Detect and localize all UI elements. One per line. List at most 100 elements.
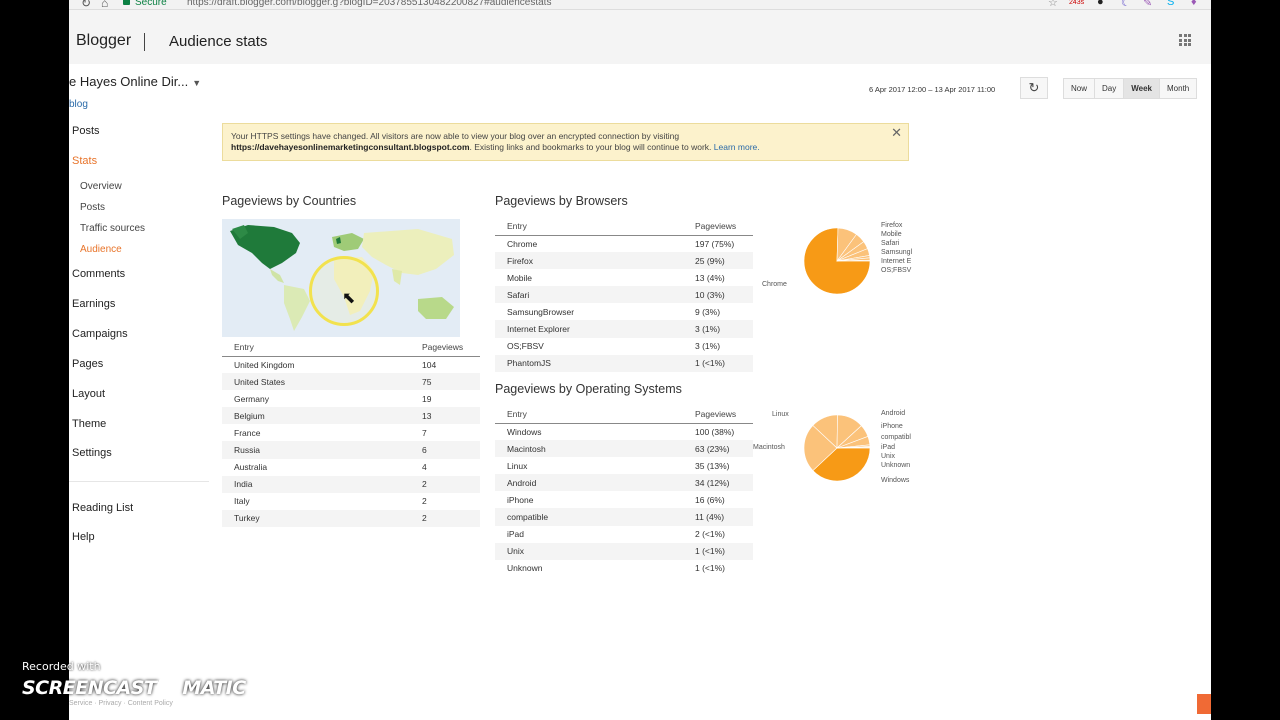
sidebar-item-pages[interactable]: Pages	[72, 358, 104, 370]
browsers-table: Entry Pageviews Chrome 197 (75%) Firefox 25…	[495, 218, 753, 372]
cell-pageviews: 63 (23%)	[683, 440, 753, 458]
countries-title: Pageviews by Countries	[222, 194, 357, 208]
cell-entry: Australia	[234, 462, 268, 473]
extension-icon[interactable]: ●	[1097, 0, 1104, 8]
cell-entry: Safari	[495, 286, 683, 304]
column-header-pageviews: Pageviews	[683, 406, 753, 424]
cell-entry: OS;FBSV	[507, 341, 544, 352]
map-north-america	[230, 225, 300, 269]
sidebar-item-earnings[interactable]: Earnings	[72, 298, 116, 310]
os-pie-label: Macintosh	[753, 444, 785, 451]
cell-entry: Italy	[234, 496, 250, 507]
cell-entry: PhantomJS	[495, 354, 683, 372]
cell-pageviews: 2	[410, 509, 480, 527]
table-row: SamsungBrowser 9 (3%)	[495, 303, 753, 320]
range-day-button[interactable]: Day	[1095, 79, 1125, 98]
cell-pageviews: 9 (3%)	[695, 306, 721, 317]
map-asia	[362, 229, 454, 275]
page-title: Audience stats	[169, 33, 268, 50]
https-notice: Your HTTPS settings have changed. All vi…	[222, 123, 909, 161]
table-row: India 2	[222, 475, 480, 493]
table-row: Australia 4	[222, 459, 480, 476]
column-header-entry: Entry	[495, 218, 683, 236]
browsers-title: Pageviews by Browsers	[495, 194, 628, 208]
cell-pageviews: 104	[422, 359, 437, 370]
range-week-button[interactable]: Week	[1124, 79, 1161, 98]
cell-entry: United States	[222, 373, 410, 391]
table-row: Belgium 13	[222, 407, 480, 425]
pie-slice	[836, 446, 871, 449]
skype-icon[interactable]: S	[1167, 0, 1175, 8]
extension-icon[interactable]: ☾	[1121, 0, 1131, 9]
footer-links[interactable]: Service · Privacy · Content Policy	[69, 700, 173, 707]
cell-entry: Internet Explorer	[495, 320, 683, 338]
sidebar-item-overview[interactable]: Overview	[80, 181, 122, 192]
extension-icon[interactable]: ♦	[1191, 0, 1197, 8]
cell-entry: Unknown	[507, 563, 543, 574]
sidebar-item-campaigns[interactable]: Campaigns	[72, 328, 128, 340]
cell-pageviews: 2 (<1%)	[695, 529, 725, 540]
blog-selector[interactable]: e Hayes Online Dir... ▼	[69, 74, 201, 89]
sidebar-item-traffic-sources[interactable]: Traffic sources	[80, 223, 146, 234]
range-month-button[interactable]: Month	[1160, 79, 1197, 98]
sidebar-item-reading-list[interactable]: Reading List	[72, 502, 134, 514]
pie-slice	[803, 425, 838, 471]
close-icon[interactable]: ✕	[891, 125, 902, 140]
cell-pageviews: 35 (13%)	[695, 460, 730, 471]
column-header-entry: Entry	[495, 406, 683, 424]
sidebar-item-layout[interactable]: Layout	[72, 388, 106, 400]
notice-text: Your HTTPS settings have changed. All vi…	[231, 131, 680, 141]
sidebar-item-settings[interactable]: Settings	[72, 447, 112, 459]
sidebar-item-theme[interactable]: Theme	[72, 418, 107, 430]
feedback-button[interactable]	[1197, 694, 1211, 714]
column-header-entry: Entry	[222, 339, 410, 357]
map-uk	[336, 237, 341, 244]
sidebar-item-posts[interactable]: Posts	[72, 125, 100, 137]
table-row: France 7	[222, 424, 480, 441]
column-header-pageviews: Pageviews	[410, 339, 480, 357]
sidebar-item-audience[interactable]: Audience	[80, 244, 122, 255]
extension-icon[interactable]: ✎	[1143, 0, 1153, 9]
sidebar-item-stats[interactable]: Stats	[72, 155, 98, 167]
extension-badge[interactable]: 243s	[1069, 0, 1085, 6]
learn-more-link[interactable]: Learn more.	[713, 142, 760, 152]
sidebar-item-help[interactable]: Help	[72, 531, 95, 543]
cell-pageviews: 34 (12%)	[683, 474, 753, 492]
sidebar-item-comments[interactable]: Comments	[72, 268, 126, 280]
logo-text-left: SCREENCAST	[22, 677, 157, 699]
table-row: Unix 1 (<1%)	[495, 542, 753, 560]
reload-icon[interactable]: ↻	[81, 0, 92, 10]
map-greenland	[232, 225, 248, 239]
apps-grid-icon[interactable]	[1179, 34, 1191, 46]
os-pie-label: Android	[881, 410, 906, 417]
browsers-pie-label: Internet E	[881, 258, 912, 265]
date-range: 6 Apr 2017 12:00 – 13 Apr 2017 11:00	[869, 85, 996, 94]
table-row: Turkey 2	[222, 509, 480, 527]
cell-entry: Germany	[234, 393, 269, 404]
range-now-button[interactable]: Now	[1064, 79, 1096, 98]
sidebar-item-stats-posts[interactable]: Posts	[80, 202, 106, 213]
cell-pageviews: 3 (1%)	[695, 341, 721, 352]
star-icon[interactable]: ☆	[1048, 0, 1058, 9]
os-pie-label: Unknown	[881, 462, 911, 469]
cell-entry: Windows	[507, 426, 542, 437]
cursor-highlight	[309, 256, 379, 326]
home-icon[interactable]: ⌂	[101, 0, 109, 10]
os-table: Entry Pageviews Windows 100 (38%) Macintos…	[495, 406, 753, 577]
sidebar-divider	[69, 481, 209, 482]
browsers-pie-label: Chrome	[762, 281, 787, 288]
table-row: iPad 2 (<1%)	[495, 526, 753, 543]
table-row: OS;FBSV 3 (1%)	[495, 338, 753, 355]
os-pie-chart	[803, 414, 871, 482]
os-pie-label: compatibl	[881, 434, 911, 441]
recorded-with-text: Recorded with	[22, 660, 101, 673]
cell-entry: Russia	[222, 441, 410, 459]
lock-icon	[123, 0, 130, 5]
refresh-button[interactable]: ↻	[1020, 77, 1048, 99]
url-text[interactable]: https://draft.blogger.com/blogger.g?blog…	[187, 0, 552, 8]
blogger-logo[interactable]: Blogger	[76, 32, 132, 49]
table-row: Linux 35 (13%)	[495, 457, 753, 474]
browsers-pie-label: Samsungl	[881, 249, 913, 256]
notice-url: https://davehayesonlinemarketingconsulta…	[231, 142, 470, 152]
view-blog-link[interactable]: blog	[69, 99, 88, 110]
